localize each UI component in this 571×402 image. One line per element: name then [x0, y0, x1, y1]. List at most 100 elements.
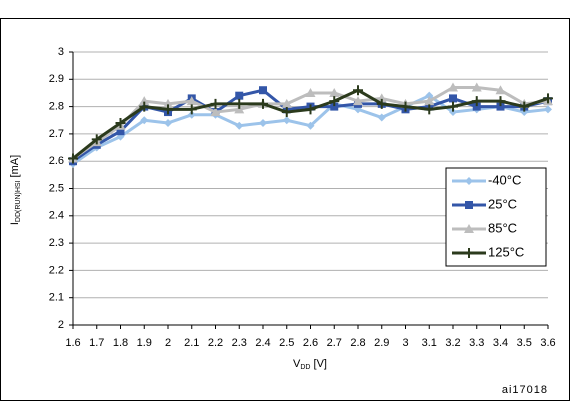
x-tick-label: 1.7 — [89, 337, 104, 349]
x-tick-label: 2.7 — [327, 337, 342, 349]
x-tick-label: 2.1 — [184, 337, 199, 349]
marker — [186, 96, 197, 106]
marker — [495, 96, 506, 107]
marker — [259, 86, 267, 95]
marker — [330, 102, 339, 111]
marker — [139, 101, 150, 112]
y-label-unit: [mA] — [9, 155, 21, 181]
marker — [424, 96, 435, 106]
x-tick-label: 2.5 — [279, 337, 294, 349]
marker — [91, 134, 102, 145]
marker — [425, 91, 434, 100]
marker — [376, 93, 387, 103]
y-tick-label: 2.5 — [49, 182, 64, 194]
x-tick-label: 2.3 — [232, 337, 247, 349]
marker — [116, 127, 125, 136]
marker — [465, 177, 473, 185]
marker — [376, 98, 387, 109]
y-tick-label: 2.6 — [49, 155, 64, 167]
marker — [281, 98, 292, 108]
marker — [68, 153, 78, 164]
marker — [187, 110, 196, 119]
legend-label: 125°C — [488, 244, 524, 259]
marker — [471, 82, 482, 92]
x-tick-label: 1.9 — [137, 337, 152, 349]
marker — [449, 94, 457, 103]
marker — [329, 87, 340, 97]
marker — [282, 116, 291, 125]
marker — [281, 107, 292, 118]
x-label-main: V — [293, 358, 301, 370]
marker — [544, 105, 552, 114]
legend-box — [445, 167, 547, 267]
marker — [353, 96, 363, 106]
x-tick-label: 3.1 — [422, 337, 437, 349]
annotation: ai17018 — [502, 384, 548, 396]
marker — [235, 91, 244, 100]
legend-label: -40°C — [488, 172, 521, 187]
x-tick-label: 3 — [402, 337, 408, 349]
marker — [519, 101, 530, 112]
legend-label: 85°C — [488, 220, 517, 235]
marker — [496, 102, 505, 111]
marker — [163, 98, 173, 108]
y-axis-label: IDD(RUN)HSI [mA] — [9, 155, 22, 225]
x-tick-label: 1.6 — [65, 337, 80, 349]
y-tick-label: 2.7 — [49, 128, 64, 140]
marker — [163, 104, 173, 115]
marker — [305, 87, 316, 97]
x-tick-label: 3.6 — [540, 337, 555, 349]
x-tick-label: 3.2 — [445, 337, 460, 349]
marker — [140, 116, 149, 125]
legend-label: 25°C — [488, 196, 517, 211]
marker — [448, 82, 458, 92]
marker — [464, 224, 474, 233]
marker — [543, 93, 553, 104]
marker — [235, 121, 244, 130]
marker — [306, 121, 315, 130]
frame — [0, 18, 570, 401]
marker — [464, 248, 474, 258]
x-tick-label: 2.2 — [208, 337, 223, 349]
y-tick-label: 3 — [58, 46, 64, 58]
marker — [186, 104, 197, 115]
marker — [448, 101, 458, 112]
x-tick-label: 1.8 — [113, 337, 128, 349]
marker — [449, 108, 457, 117]
x-tick-label: 2.4 — [255, 337, 270, 349]
x-tick-label: 3.5 — [517, 337, 532, 349]
marker — [495, 85, 506, 95]
x-label-unit: [V] — [310, 358, 327, 370]
marker — [465, 201, 473, 209]
marker — [377, 113, 386, 122]
x-tick-label: 3.4 — [493, 337, 508, 349]
marker — [210, 98, 221, 109]
marker — [139, 96, 150, 106]
marker — [258, 98, 268, 109]
marker — [210, 107, 221, 117]
x-axis-label: VDD [V] — [293, 358, 327, 371]
y-tick-label: 2.9 — [49, 73, 64, 85]
marker — [305, 104, 316, 115]
marker — [400, 101, 411, 112]
marker — [424, 104, 435, 115]
x-tick-label: 2 — [165, 337, 171, 349]
y-tick-label: 2.8 — [49, 101, 64, 113]
y-tick-label: 2.3 — [49, 237, 64, 249]
marker — [164, 118, 172, 127]
marker — [115, 117, 126, 128]
marker — [353, 85, 363, 96]
y-label-main: I — [9, 222, 21, 225]
x-tick-label: 2.6 — [303, 337, 318, 349]
marker — [329, 96, 340, 107]
marker — [471, 96, 482, 107]
x-tick-label: 2.9 — [374, 337, 389, 349]
marker — [472, 102, 481, 111]
marker — [259, 118, 267, 127]
x-tick-label: 2.8 — [350, 337, 365, 349]
marker — [234, 98, 245, 109]
x-label-sub: DD — [300, 364, 310, 371]
y-tick-label: 2.1 — [49, 292, 64, 304]
y-tick-label: 2 — [58, 319, 64, 331]
